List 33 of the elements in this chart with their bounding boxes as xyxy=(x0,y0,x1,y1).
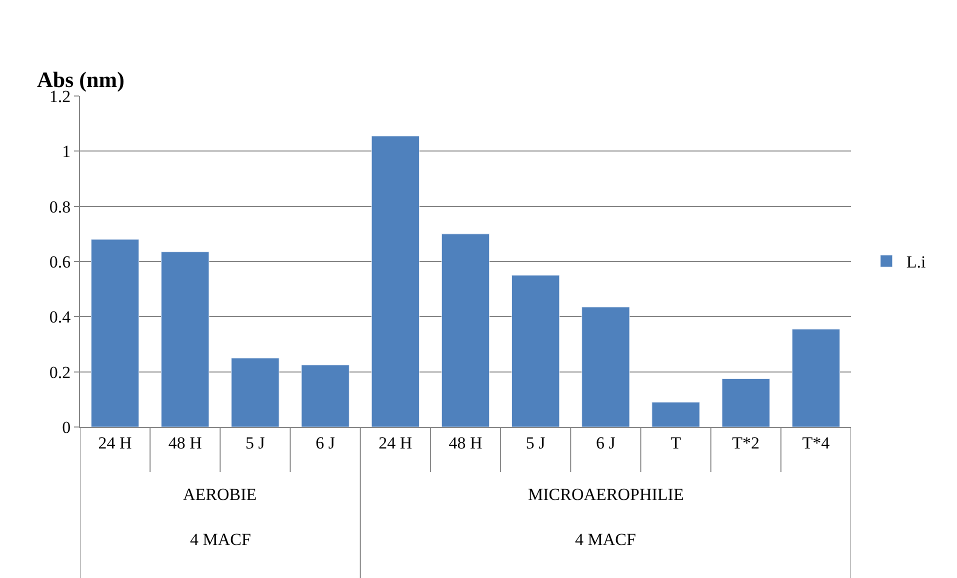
bar xyxy=(231,358,280,427)
x-tick-label: T xyxy=(670,433,682,452)
x-tick-label: 24 H xyxy=(378,433,412,452)
x-tick-label: T*4 xyxy=(802,433,830,452)
x-tick-label: T*2 xyxy=(732,433,760,452)
bar xyxy=(161,252,210,427)
bar xyxy=(652,402,700,427)
bar xyxy=(582,306,630,427)
x-tick-label: 6 J xyxy=(596,433,616,452)
legend-label: L.i xyxy=(906,252,926,272)
x-tick-label: 5 J xyxy=(526,433,546,452)
y-tick-label: 0.6 xyxy=(49,252,71,272)
bar xyxy=(722,378,770,427)
bar xyxy=(512,275,560,427)
y-tick-label: 1 xyxy=(62,142,71,162)
y-tick-label: 0.8 xyxy=(49,197,71,216)
y-tick-label: 0 xyxy=(62,418,71,437)
text: AEROBIE xyxy=(183,485,257,504)
bar xyxy=(371,136,420,427)
x-tick-label: 6 J xyxy=(316,433,336,452)
text: 4 MACF xyxy=(190,530,251,549)
x-tick-label: 48 H xyxy=(168,433,202,452)
x-tick-label: 48 H xyxy=(448,433,482,452)
text: MICROAEROPHILIE xyxy=(528,485,684,504)
text: 4 MACF xyxy=(575,530,636,549)
y-tick-label: 0.4 xyxy=(49,308,72,327)
bar xyxy=(301,364,350,427)
x-tick-label: 5 J xyxy=(246,433,266,452)
bar xyxy=(792,328,840,427)
bar xyxy=(441,234,490,427)
x-tick-label: 24 H xyxy=(98,433,132,452)
y-tick-label: 0.2 xyxy=(49,362,71,382)
bar xyxy=(90,239,140,427)
